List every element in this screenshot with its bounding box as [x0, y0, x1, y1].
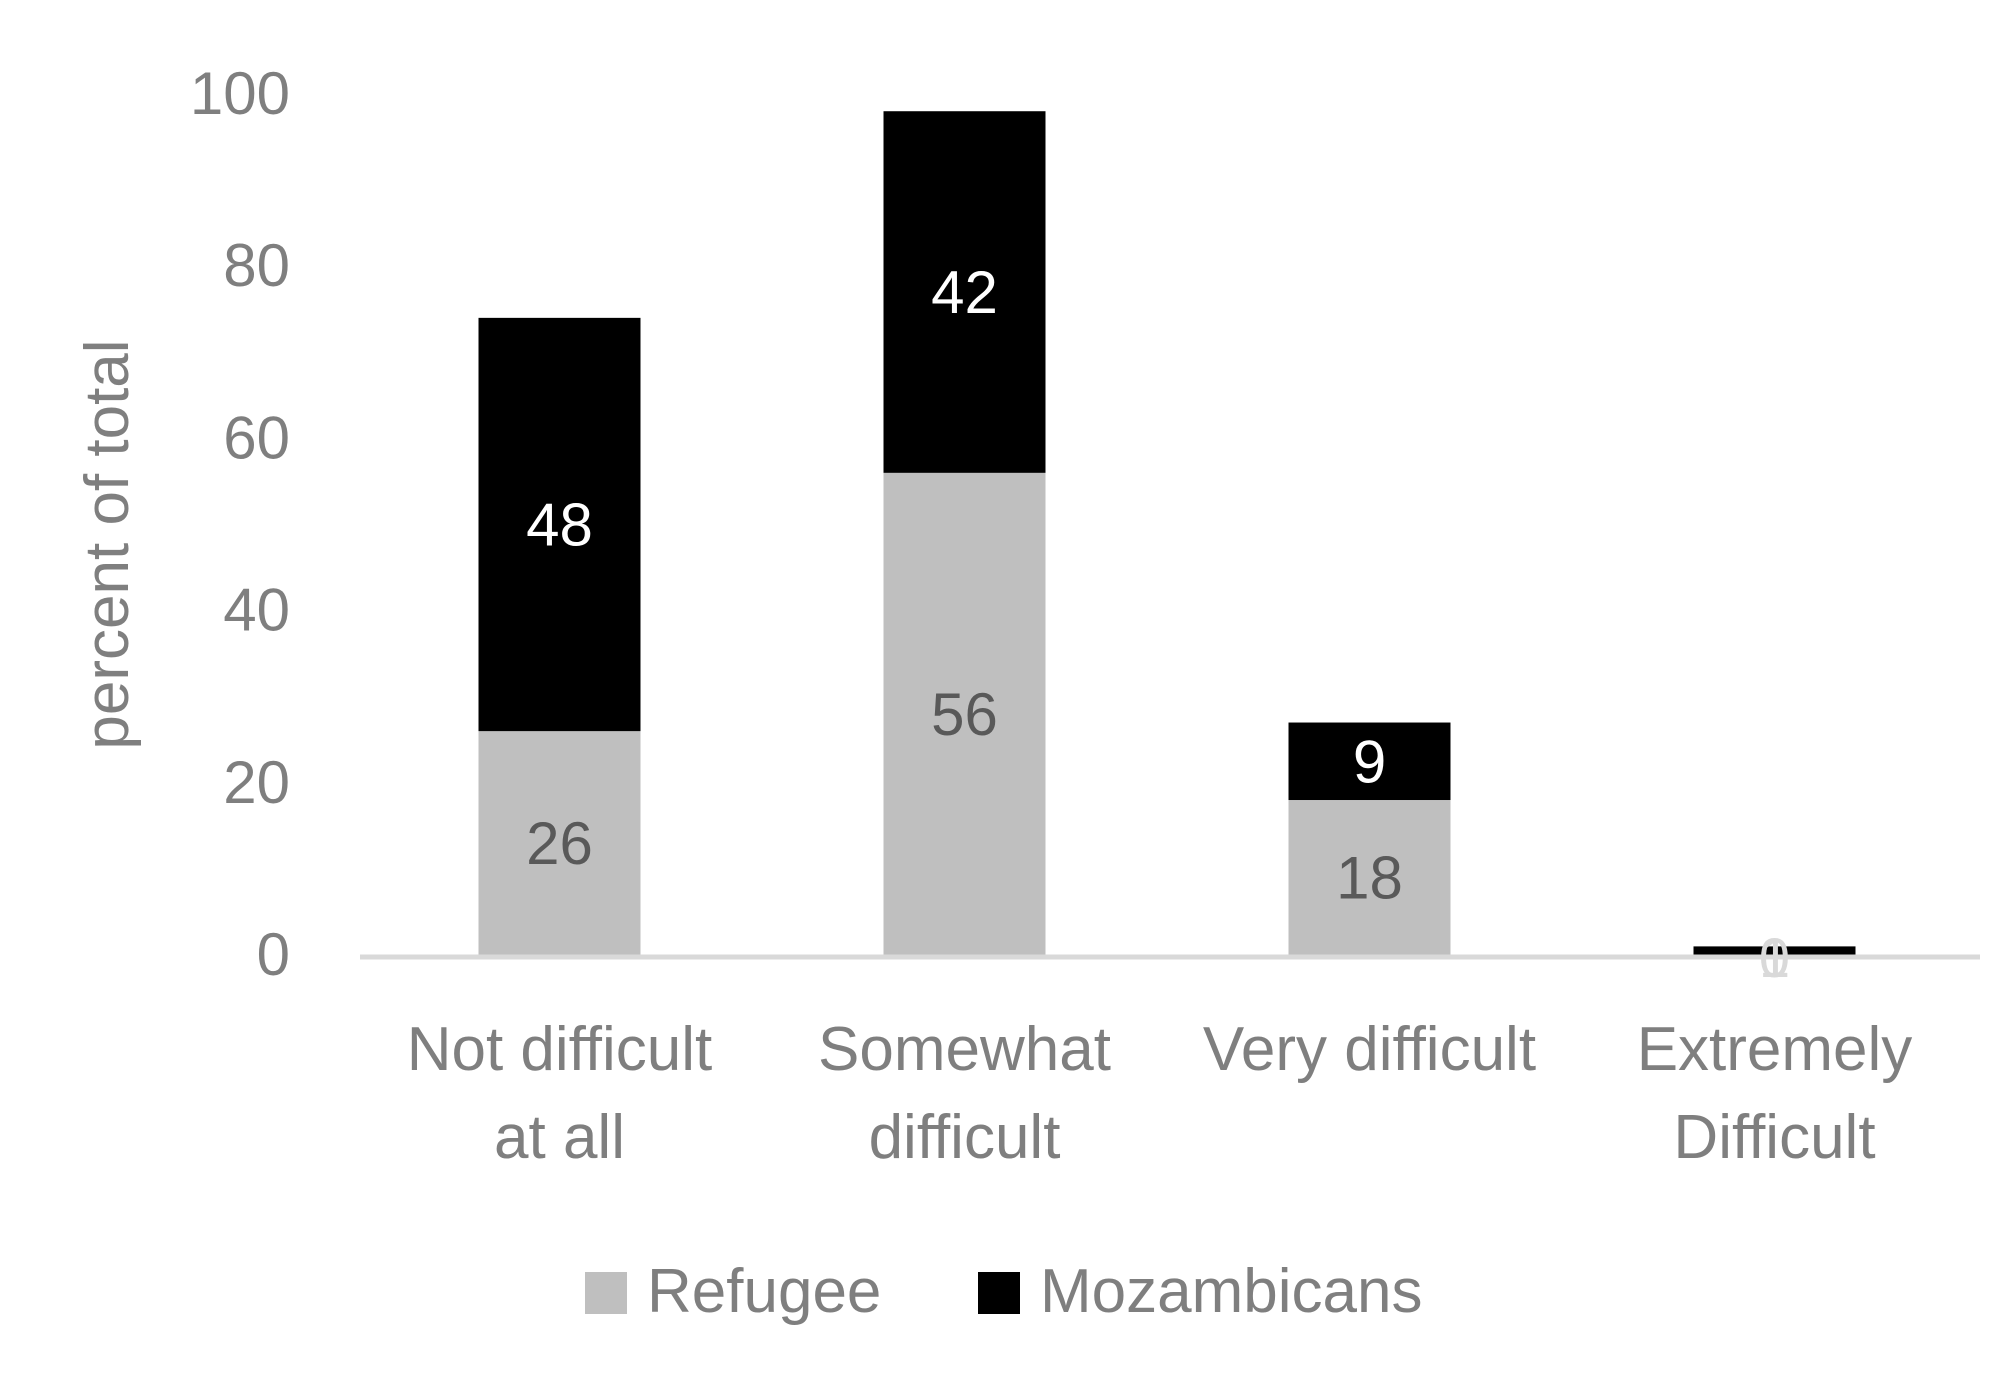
y-tick-label: 100	[190, 60, 290, 127]
x-tick-label: difficult	[869, 1103, 1061, 1172]
data-label-refugee: 56	[931, 681, 998, 748]
bar-refugee	[1288, 800, 1451, 955]
data-label-refugee: 18	[1336, 845, 1403, 912]
data-label-mozambicans: 9	[1353, 728, 1386, 795]
bar-refugee	[883, 472, 1046, 955]
y-tick-label: 40	[223, 577, 290, 644]
y-tick-label: 80	[223, 232, 290, 299]
x-tick-label: Extremely	[1637, 1015, 1913, 1084]
y-axis-title: percent of total	[73, 339, 142, 749]
y-tick-label: 0	[257, 921, 290, 988]
x-axis-labels: Not difficult at all Somewhat difficult Very…	[407, 1015, 1913, 1172]
y-tick-label: 20	[223, 749, 290, 816]
bar-mozambicans	[1693, 946, 1856, 955]
data-label-mozambicans: 48	[526, 492, 593, 559]
y-tick-label: 60	[223, 404, 290, 471]
bar-mozambicans	[1288, 722, 1451, 801]
data-label-mozambicans: 42	[931, 259, 998, 326]
bar-mozambicans	[478, 317, 641, 732]
legend-label-refugee: Refugee	[647, 1257, 881, 1326]
y-axis-title-group: percent of total	[73, 339, 142, 749]
x-tick-label: at all	[494, 1103, 625, 1172]
legend: Refugee Mozambicans	[585, 1257, 1422, 1326]
x-tick-label: Difficult	[1673, 1103, 1875, 1172]
x-tick-label: Not difficult	[407, 1015, 713, 1084]
legend-label-mozambicans: Mozambicans	[1040, 1257, 1422, 1326]
data-label-refugee: 26	[526, 810, 593, 877]
y-axis-ticks: 0 20 40 60 80 100	[190, 60, 290, 988]
x-tick-label: Very difficult	[1203, 1015, 1536, 1084]
bar-mozambicans	[883, 111, 1046, 473]
x-tick-label: Somewhat	[818, 1015, 1111, 1084]
legend-swatch-refugee	[585, 1272, 627, 1314]
legend-swatch-mozambicans	[978, 1272, 1020, 1314]
bars	[478, 111, 1856, 955]
bar-refugee	[478, 731, 641, 955]
